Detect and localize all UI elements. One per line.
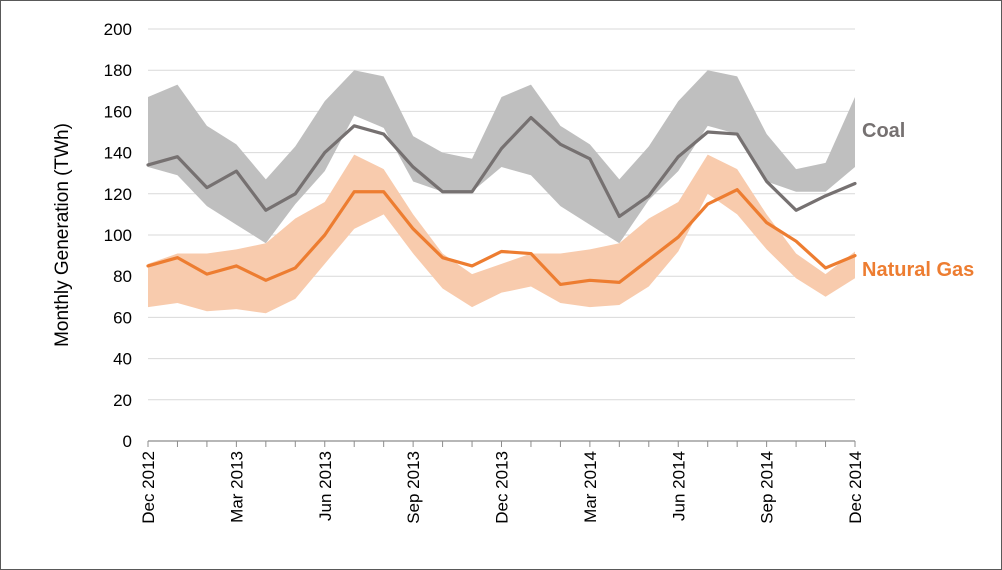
y-tick-label-20: 20 (113, 391, 132, 410)
x-tick-label-sep-2013: Sep 2013 (404, 451, 423, 524)
series-label-natural-gas: Natural Gas (862, 259, 974, 281)
y-tick-label-40: 40 (113, 350, 132, 369)
y-tick-label-140: 140 (104, 144, 132, 163)
y-axis-label: Monthly Generation (TWh) (52, 123, 73, 347)
x-tick-labels: Dec 2012 Mar 2013 Jun 2013 Sep 2013 Dec 2013… (139, 451, 865, 524)
y-tick-label-100: 100 (104, 226, 132, 245)
x-tick-label-dec-2012: Dec 2012 (139, 451, 158, 524)
y-tick-label-160: 160 (104, 102, 132, 121)
y-tick-label-60: 60 (113, 308, 132, 327)
y-tick-label-200: 200 (104, 20, 132, 39)
x-tick-label-sep-2014: Sep 2014 (758, 451, 777, 524)
x-tick-label-dec-2013: Dec 2013 (493, 451, 512, 524)
series-label-coal: Coal (862, 120, 905, 142)
y-tick-labels: 0 20 40 60 80 100 120 140 160 180 200 (104, 20, 132, 451)
y-tick-label-80: 80 (113, 267, 132, 286)
x-tick-label-mar-2013: Mar 2013 (227, 451, 246, 523)
range-band-natural-gas (148, 154, 855, 314)
y-tick-label-180: 180 (104, 61, 132, 80)
range-bands (148, 70, 855, 314)
x-tick-label-dec-2014: Dec 2014 (846, 451, 865, 524)
range-band-coal (148, 70, 855, 244)
y-tick-label-120: 120 (104, 185, 132, 204)
series-line-coal (146, 115, 857, 219)
series-lines (146, 115, 857, 287)
axes (147, 440, 856, 447)
x-tick-label-mar-2014: Mar 2014 (581, 451, 600, 523)
x-tick-label-jun-2013: Jun 2013 (316, 451, 335, 521)
y-tick-label-0: 0 (123, 432, 132, 451)
x-tick-label-jun-2014: Jun 2014 (669, 451, 688, 521)
series-line-natural-gas (146, 188, 857, 287)
